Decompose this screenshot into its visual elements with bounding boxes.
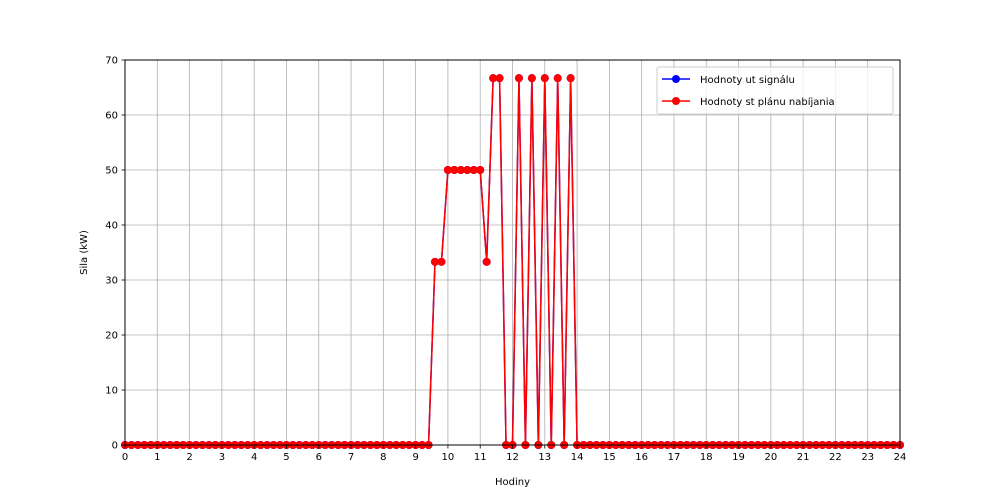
x-tick-label: 2 <box>186 452 192 463</box>
legend-swatch-marker <box>672 97 680 105</box>
x-tick-label: 21 <box>797 452 810 463</box>
x-tick-label: 6 <box>316 452 322 463</box>
data-point <box>527 74 536 83</box>
y-tick-label: 10 <box>105 386 118 397</box>
x-tick-label: 14 <box>571 452 584 463</box>
data-point <box>482 257 491 266</box>
x-tick-label: 8 <box>380 452 386 463</box>
y-axis-label: Sila (kW) <box>79 230 90 275</box>
data-point <box>463 166 472 174</box>
x-tick-label: 3 <box>219 452 225 463</box>
legend-label: Hodnoty ut signálu <box>700 74 795 86</box>
y-tick-label: 60 <box>105 111 118 122</box>
data-point <box>469 166 478 174</box>
x-axis-label: Hodiny <box>495 477 530 488</box>
x-tick-label: 16 <box>635 452 648 463</box>
data-point <box>456 166 465 174</box>
x-tick-label: 10 <box>442 452 455 463</box>
x-tick-label: 5 <box>283 452 289 463</box>
legend-swatch-marker <box>672 75 680 83</box>
y-axis: 0 10 20 30 40 50 60 70 <box>105 56 125 452</box>
data-point <box>450 166 459 174</box>
x-tick-label: 13 <box>538 452 551 463</box>
x-tick-label: 11 <box>474 452 487 463</box>
x-tick-label: 15 <box>603 452 616 463</box>
data-point <box>489 74 498 83</box>
data-point <box>566 74 575 83</box>
x-tick-label: 23 <box>861 452 874 463</box>
y-tick-label: 0 <box>112 441 118 452</box>
data-point <box>514 74 523 83</box>
x-tick-label: 7 <box>348 452 354 463</box>
data-point <box>553 74 562 83</box>
data-point <box>443 166 452 174</box>
x-tick-label: 24 <box>894 452 907 463</box>
x-tick-label: 9 <box>412 452 418 463</box>
data-point <box>431 257 439 266</box>
y-tick-label: 50 <box>105 166 118 177</box>
x-tick-label: 1 <box>154 452 160 463</box>
data-point <box>476 166 485 174</box>
x-tick-label: 12 <box>506 452 519 463</box>
y-tick-label: 20 <box>105 331 118 342</box>
x-tick-label: 0 <box>122 452 128 463</box>
legend-label: Hodnoty st plánu nabíjania <box>700 96 835 108</box>
data-point <box>540 74 549 83</box>
x-tick-label: 4 <box>251 452 257 463</box>
x-axis: 0 1 2 3 4 5 6 7 8 9 10 11 12 13 14 15 16 17 18 19 20 21 22 23 24 <box>122 445 907 463</box>
data-point <box>495 74 504 83</box>
legend-box <box>656 66 894 115</box>
data-point <box>437 257 446 266</box>
x-tick-label: 17 <box>668 452 681 463</box>
y-tick-label: 30 <box>105 276 118 287</box>
x-tick-label: 20 <box>764 452 777 463</box>
y-tick-label: 70 <box>105 56 118 67</box>
x-tick-label: 18 <box>700 452 713 463</box>
y-tick-label: 40 <box>105 221 118 232</box>
legend-item: Hodnoty st plánu nabíjania <box>662 96 835 108</box>
legend-item: Hodnoty ut signálu <box>662 74 795 86</box>
legend: Hodnoty ut signálu Hodnoty st plánu nabí… <box>656 66 894 115</box>
x-tick-label: 22 <box>829 452 842 463</box>
x-tick-label: 19 <box>732 452 745 463</box>
